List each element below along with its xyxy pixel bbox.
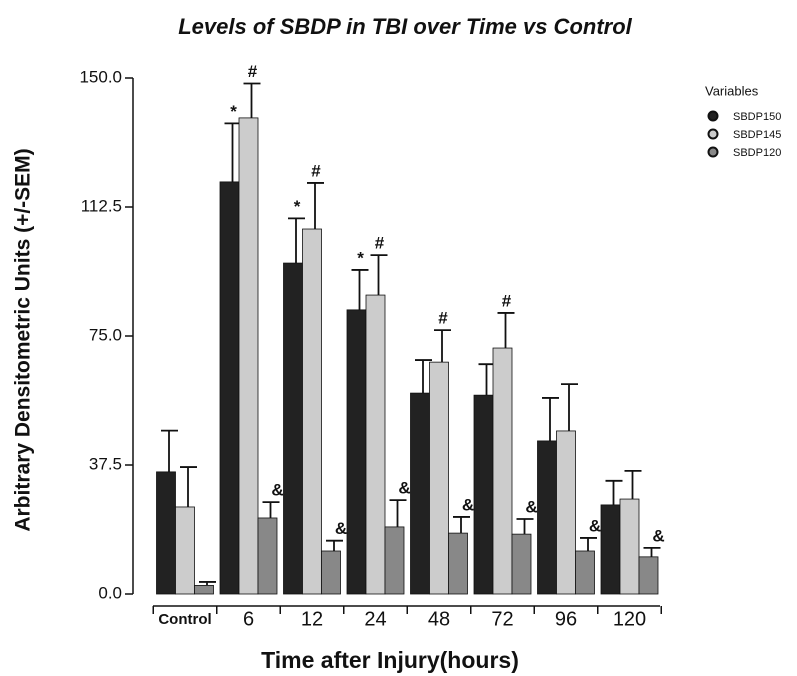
bar	[492, 347, 513, 595]
legend-marker	[707, 128, 719, 140]
bar	[410, 392, 430, 595]
legend-label: SBDP120	[733, 147, 781, 159]
y-tick-label: 150.0	[79, 67, 122, 86]
bar	[257, 517, 278, 595]
bar	[600, 504, 621, 595]
bar	[302, 228, 322, 595]
bar	[194, 585, 214, 595]
y-axis-label: Arbitrary Densitometric Units (+/-SEM)	[12, 148, 35, 531]
significance-marker: &	[462, 495, 474, 514]
y-tick-label: 0.0	[98, 583, 122, 602]
significance-marker: #	[375, 234, 385, 253]
bar	[537, 440, 557, 595]
bar	[473, 394, 494, 595]
significance-marker: #	[502, 291, 512, 310]
significance-marker: #	[438, 309, 448, 328]
y-tick-label: 112.5	[81, 196, 122, 215]
y-tick-label: 75.0	[89, 325, 122, 344]
significance-marker: &	[652, 526, 664, 545]
bar	[448, 532, 468, 595]
x-tick-label: 120	[613, 608, 646, 630]
significance-marker: *	[294, 197, 301, 216]
bar	[238, 117, 259, 595]
significance-marker: &	[271, 481, 283, 500]
bar	[219, 181, 240, 595]
significance-marker: &	[525, 497, 537, 516]
x-tick-label: 24	[364, 608, 386, 630]
significance-marker: &	[335, 519, 347, 538]
x-tick-label: 6	[243, 608, 254, 630]
significance-marker: *	[230, 102, 237, 121]
legend-label: SBDP150	[733, 111, 781, 123]
bar	[619, 498, 640, 595]
bar	[365, 294, 386, 595]
x-tick-label: 72	[491, 608, 513, 630]
significance-marker: &	[589, 516, 601, 535]
bar	[175, 506, 195, 595]
x-tick-label: Control	[158, 611, 211, 628]
bar	[575, 550, 595, 595]
x-tick-label: 48	[428, 608, 450, 630]
bar	[638, 556, 659, 595]
chart-title: Levels of SBDP in TBI over Time vs Contr…	[178, 14, 632, 39]
bar	[346, 309, 367, 595]
x-axis-label: Time after Injury(hours)	[261, 647, 519, 673]
bar	[429, 361, 449, 595]
significance-marker: #	[311, 161, 321, 180]
x-tick-label: 96	[555, 608, 577, 630]
bar	[156, 471, 176, 595]
y-tick-label: 37.5	[89, 454, 122, 473]
legend-marker	[707, 146, 719, 158]
bar	[511, 533, 532, 595]
legend-marker	[707, 110, 719, 122]
legend-title: Variables	[705, 83, 759, 98]
legend-label: SBDP145	[733, 129, 781, 141]
bar	[556, 430, 576, 595]
bar	[283, 262, 303, 595]
significance-marker: #	[248, 62, 258, 81]
significance-marker: &	[398, 479, 410, 498]
significance-marker: *	[357, 248, 364, 267]
bar	[321, 550, 341, 595]
bar	[384, 526, 405, 595]
x-tick-label: 12	[301, 608, 323, 630]
